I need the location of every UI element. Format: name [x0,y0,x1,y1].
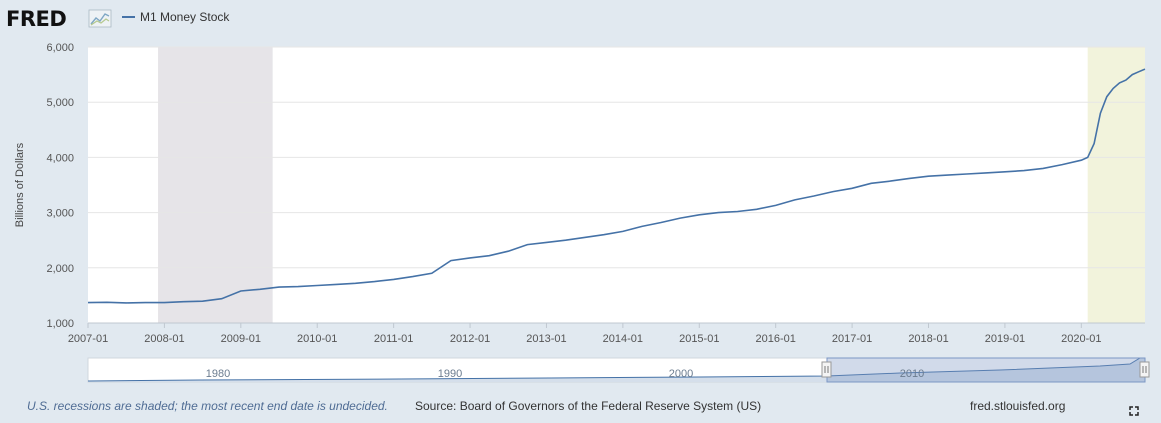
y-axis-title: Billions of Dollars [14,142,26,227]
range-navigator[interactable]: 1980 1990 2000 2010 [87,357,1150,383]
x-tick-label: 2016-01 [755,333,795,345]
navigator-series-line [87,357,1145,382]
navigator-label-2010: 2010 [900,368,924,380]
x-axis-ticks: 2007-01 2008-01 2009-01 2010-01 2011-01 2012-… [68,323,1102,345]
recession-band [1087,47,1145,323]
legend-series-label[interactable]: M1 Money Stock [140,10,230,24]
x-tick-label: 2020-01 [1061,333,1101,345]
y-axis-ticks: 1,000 2,000 3,000 4,000 5,000 6,000 [46,42,74,330]
source-credit: Source: Board of Governors of the Federa… [415,399,761,413]
y-tick-label: 6,000 [46,42,74,54]
x-tick-label: 2007-01 [68,333,108,345]
y-tick-label: 5,000 [46,97,74,109]
y-tick-label: 2,000 [46,263,74,275]
navigator-label-1980: 1980 [206,368,230,380]
grid-lines [88,46,1145,269]
x-tick-label: 2012-01 [450,333,490,345]
recession-band [158,47,273,323]
x-tick-label: 2015-01 [679,333,719,345]
y-tick-label: 3,000 [46,208,74,220]
site-link[interactable]: fred.stlouisfed.org [970,399,1065,413]
recession-bands [158,47,1145,323]
y-tick-label: 1,000 [46,318,74,330]
navigator-area [88,358,1145,382]
x-tick-label: 2018-01 [908,333,948,345]
y-tick-label: 4,000 [46,152,74,164]
navigator-right-handle[interactable] [1139,361,1150,378]
x-tick-label: 2017-01 [832,333,872,345]
fullscreen-icon[interactable] [1126,403,1142,419]
recession-note: U.S. recessions are shaded; the most rec… [27,399,388,413]
fred-logo[interactable]: FRED [6,7,67,31]
series-line-m1-money-stock[interactable] [87,68,1146,304]
x-tick-label: 2009-01 [221,333,261,345]
x-tick-label: 2010-01 [297,333,337,345]
x-tick-label: 2019-01 [985,333,1025,345]
navigator-label-2000: 2000 [669,368,693,380]
navigator-left-handle[interactable] [821,361,832,378]
x-tick-label: 2013-01 [526,333,566,345]
x-tick-label: 2014-01 [603,333,643,345]
x-tick-label: 2008-01 [144,333,184,345]
fred-trend-icon [88,9,112,28]
navigator-label-1990: 1990 [438,368,462,380]
navigator-selected-range[interactable] [826,357,1146,383]
x-tick-label: 2011-01 [374,333,414,345]
